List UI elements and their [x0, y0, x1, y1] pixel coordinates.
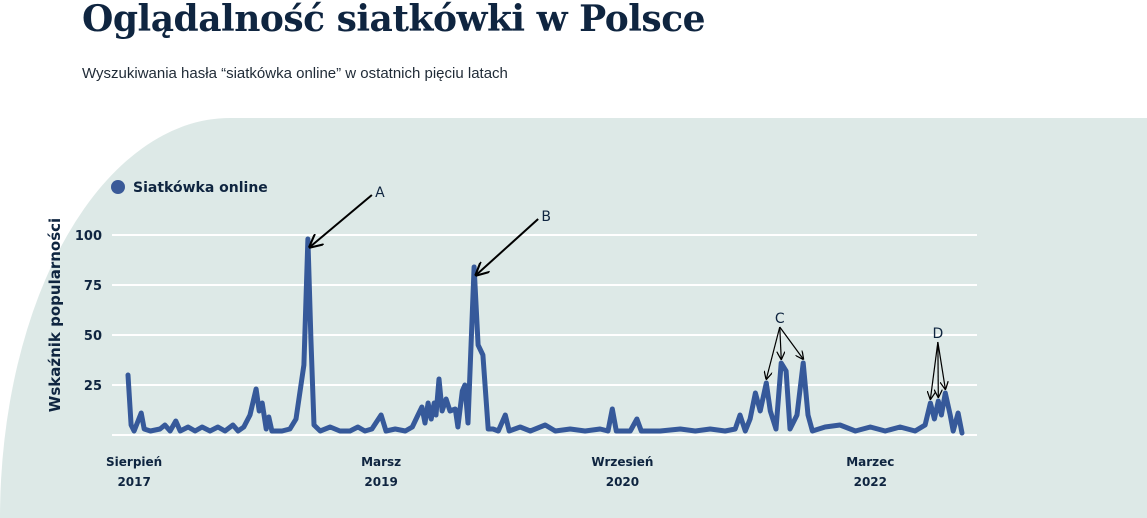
- x-tick-year: 2017: [117, 475, 150, 489]
- x-tick-year: 2020: [606, 475, 639, 489]
- annotation-arrow: [930, 341, 939, 399]
- annotation-arrow: [779, 326, 803, 359]
- x-tick-labels: Sierpień 2017 Marsz 2019 Wrzesień 2020 Marzec 2…: [106, 455, 894, 489]
- x-tick-month: Wrzesień: [591, 455, 653, 469]
- legend-label: Siatkówka online: [133, 180, 268, 196]
- annotations: A B C D: [310, 185, 945, 399]
- annotation-label-a: A: [375, 185, 385, 201]
- x-tick-month: Sierpień: [106, 455, 162, 469]
- y-axis-label: Wskaźnik popularności: [46, 218, 64, 412]
- annotation-arrow: [780, 326, 781, 359]
- legend-marker: [111, 180, 125, 194]
- page-title: Oglądalność siatkówki w Polsce: [82, 0, 706, 40]
- chart-background-panel: [0, 118, 1147, 518]
- page-subtitle: Wyszukiwania hasła “siatkówka online” w …: [82, 65, 508, 82]
- annotation-label-d: D: [932, 326, 943, 342]
- y-tick-labels: 100 75 50 25: [75, 229, 102, 394]
- x-tick-month: Marsz: [361, 455, 401, 469]
- annotation-label-b: B: [541, 209, 551, 225]
- annotation-arrow: [476, 218, 539, 275]
- x-tick-year: 2022: [854, 475, 887, 489]
- legend: Siatkówka online: [111, 180, 268, 196]
- y-tick-label: 50: [84, 329, 102, 344]
- annotation-arrow: [766, 326, 781, 379]
- gridlines: [112, 234, 977, 436]
- annotation-label-c: C: [775, 311, 785, 327]
- x-tick-year: 2019: [364, 475, 397, 489]
- annotation-arrow: [310, 194, 373, 247]
- y-tick-label: 75: [84, 279, 102, 294]
- x-tick-month: Marzec: [846, 455, 894, 469]
- series-line-siatkowka-online: [125, 236, 965, 436]
- annotation-arrow: [937, 341, 945, 389]
- y-tick-label: 25: [84, 379, 102, 394]
- y-tick-label: 100: [75, 229, 102, 244]
